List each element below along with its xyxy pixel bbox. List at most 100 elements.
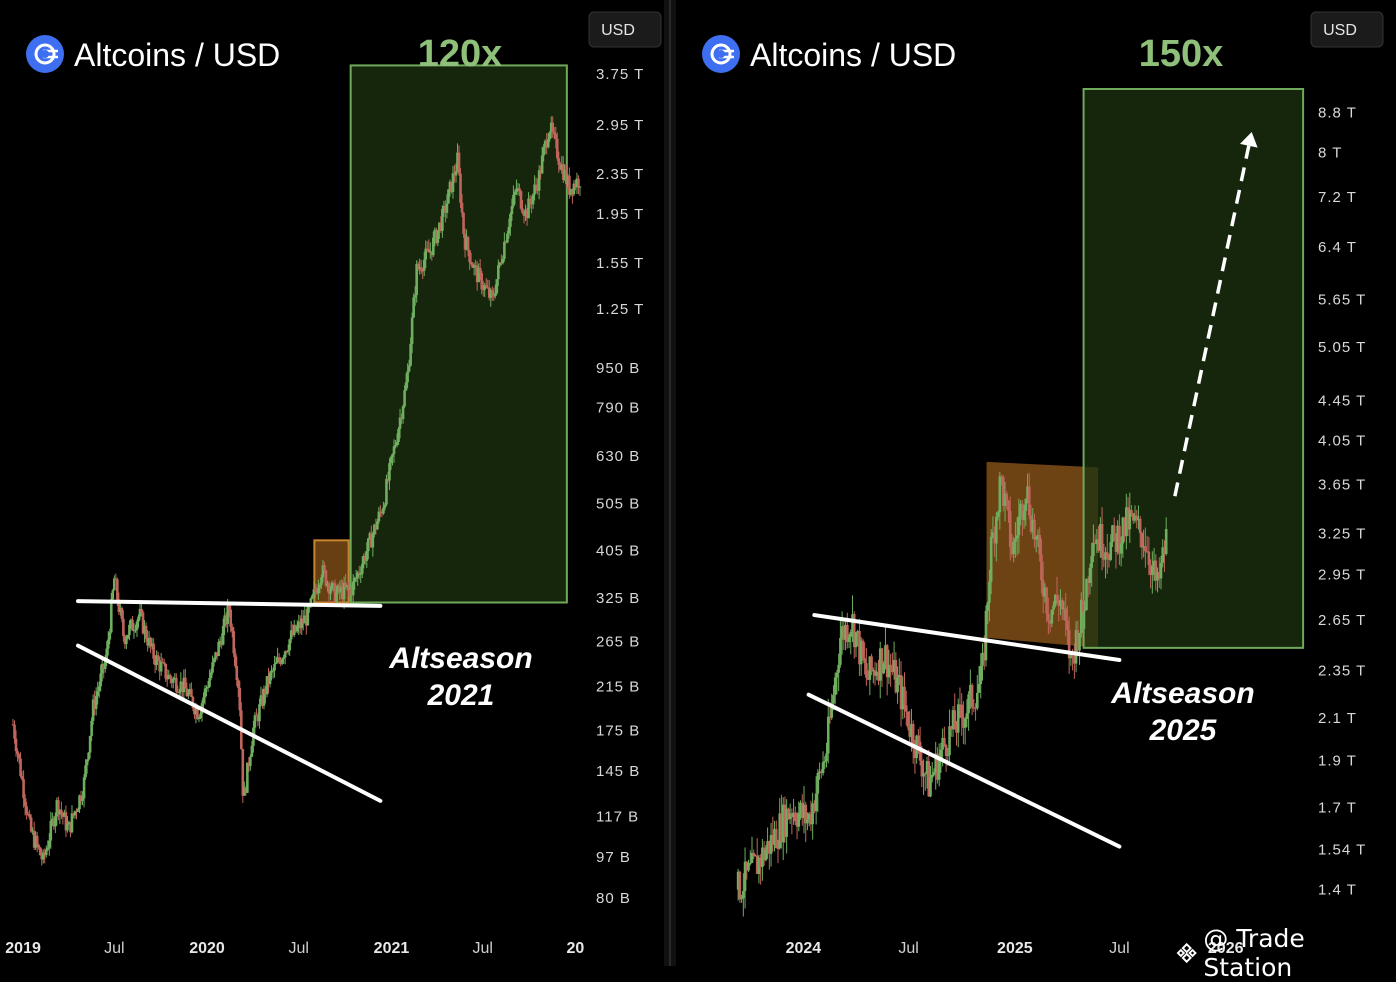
candle-body [894,659,898,693]
candle-body [286,650,290,652]
candle-body [370,533,373,548]
candle-body [539,170,542,174]
candle-body [542,147,545,156]
candle-body [1109,542,1113,560]
candle-body [54,816,57,827]
currency-badge[interactable]: USD [588,11,662,48]
candle-body [1010,546,1014,555]
candle-body [303,615,307,624]
candle-body [430,251,434,256]
candle-body [161,661,164,663]
candle-body [229,609,233,627]
candle-body [1076,630,1080,651]
candle-body [816,772,820,794]
candle-body [911,723,915,749]
candle-body [339,587,343,593]
chart-title-group: Altcoins / USD [26,35,280,73]
candle-body [955,729,958,733]
candle-body [896,677,899,693]
candle-body [880,648,884,674]
candle-body [64,812,68,831]
candle-body [930,774,934,778]
candle-body [568,175,571,195]
candle-body [218,640,222,643]
candle-body [498,262,502,266]
candle-body [433,229,437,238]
candle-body [507,226,511,234]
candle-body [790,813,794,818]
candle-body [828,716,832,718]
candle-body [105,648,109,662]
candle-body [1021,503,1024,521]
candle-body [981,652,984,666]
y-tick-label: 630 B [596,448,640,465]
candle-body [500,262,503,264]
candle-body [929,777,932,797]
candle-body [288,639,291,651]
candle-body [392,446,396,455]
candle-body [353,578,356,582]
candle-body [951,710,955,730]
candle-body [1069,651,1073,659]
candle-body [577,178,580,188]
candle-body [998,476,1002,513]
candle-body [120,608,124,619]
candle-body [267,676,270,685]
candle-body [1090,555,1093,568]
candle-body [949,726,953,730]
candle-body [740,898,743,900]
candle-body [1022,510,1026,521]
candle-body [362,556,366,565]
candle-body [69,822,72,833]
candle-body [847,636,851,642]
x-axis: 2024 Jul 2025 Jul 2026 [786,940,1244,957]
candle-body [747,863,750,871]
x-tick-label: Jul [472,940,492,957]
watermark-label: @ Trade Station [1203,924,1305,982]
candle-body [306,606,310,626]
candle-body [503,241,506,259]
candle-body [1164,529,1168,554]
candle-body [913,748,917,759]
candle-body [512,194,515,207]
trend-line-support [76,643,383,803]
candle-body [1067,629,1071,659]
x-tick-label: 2020 [189,940,225,957]
candle-body [330,582,334,590]
candle-body [800,802,804,819]
candle-body [35,835,39,845]
candle-body [28,814,31,818]
candle-body [176,691,180,693]
candle-body [453,173,456,176]
candle-body [152,643,155,659]
y-tick-label: 6.4 T [1318,239,1357,256]
candle-body [164,663,168,679]
candle-body [534,184,538,187]
candle-body [757,857,761,874]
candles-layer [736,471,1168,917]
y-tick-label: 5.65 T [1318,292,1366,309]
candle-body [421,270,425,272]
candle-body [422,259,426,271]
candle-body [253,715,257,728]
candle-body [780,813,783,843]
candle-body [435,229,438,243]
candle-body [830,703,834,718]
candle-body [956,704,960,733]
candle-body [360,564,364,574]
x-tick-label: 2021 [374,940,410,957]
y-axis: 3.75 T 2.95 T 2.35 T 1.95 T 1.55 T 1.25 T 950 … [596,66,643,907]
candle-body [226,605,229,625]
candle-body [993,532,996,544]
chart-title: Altcoins / USD [750,37,956,73]
altcoin-logo-icon [26,35,64,73]
candle-body [1007,500,1010,512]
candle-body [400,417,403,420]
candle-body [887,664,891,678]
candle-body [546,139,550,148]
candle-body [211,662,214,673]
candle-body [1074,630,1078,664]
currency-badge[interactable]: USD [1310,11,1384,48]
candle-body [445,203,449,213]
candle-body [764,850,768,861]
